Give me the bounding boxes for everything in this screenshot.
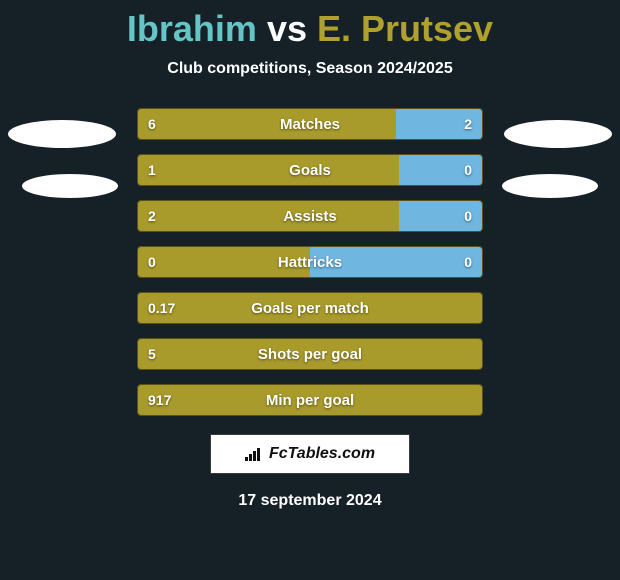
stat-value-player1: 917 bbox=[138, 385, 181, 415]
stat-row: Min per goal917 bbox=[137, 384, 483, 416]
date-text: 17 september 2024 bbox=[0, 492, 620, 510]
player2-club-placeholder bbox=[502, 174, 598, 198]
stat-value-player2: 2 bbox=[454, 109, 482, 139]
stat-row: Goals1 0 bbox=[137, 154, 483, 186]
stat-value-player1: 2 bbox=[138, 201, 166, 231]
stat-row: Shots per goal5 bbox=[137, 338, 483, 370]
subtitle: Club competitions, Season 2024/2025 bbox=[0, 60, 620, 78]
stat-label: Hattricks bbox=[138, 247, 482, 277]
stat-label: Min per goal bbox=[138, 385, 482, 415]
stat-value-player2: 0 bbox=[454, 155, 482, 185]
source-badge: FcTables.com bbox=[210, 434, 410, 474]
player1-name: Ibrahim bbox=[127, 8, 257, 49]
stat-label: Assists bbox=[138, 201, 482, 231]
stat-row: Hattricks0 0 bbox=[137, 246, 483, 278]
comparison-title: Ibrahim vs E. Prutsev bbox=[0, 0, 620, 50]
stat-label: Shots per goal bbox=[138, 339, 482, 369]
stat-label: Matches bbox=[138, 109, 482, 139]
player1-club-placeholder bbox=[22, 174, 118, 198]
player2-name: E. Prutsev bbox=[317, 8, 493, 49]
stat-value-player1: 6 bbox=[138, 109, 166, 139]
stat-row: Goals per match0.17 bbox=[137, 292, 483, 324]
stat-row: Assists2 0 bbox=[137, 200, 483, 232]
stat-row: Matches6 2 bbox=[137, 108, 483, 140]
stat-value-player1: 0.17 bbox=[138, 293, 185, 323]
stat-value-player2: 0 bbox=[454, 201, 482, 231]
stat-label: Goals per match bbox=[138, 293, 482, 323]
stat-rows: Matches62Goals10Assists20Hattricks00Goal… bbox=[137, 108, 483, 416]
bars-icon bbox=[245, 447, 263, 461]
player1-photo-placeholder bbox=[8, 120, 116, 148]
source-text: FcTables.com bbox=[269, 445, 375, 463]
stat-label: Goals bbox=[138, 155, 482, 185]
vs-text: vs bbox=[257, 8, 317, 49]
stat-value-player2: 0 bbox=[454, 247, 482, 277]
stat-value-player1: 1 bbox=[138, 155, 166, 185]
comparison-stage: Matches62Goals10Assists20Hattricks00Goal… bbox=[0, 108, 620, 416]
stat-value-player1: 0 bbox=[138, 247, 166, 277]
player2-photo-placeholder bbox=[504, 120, 612, 148]
stat-value-player1: 5 bbox=[138, 339, 166, 369]
